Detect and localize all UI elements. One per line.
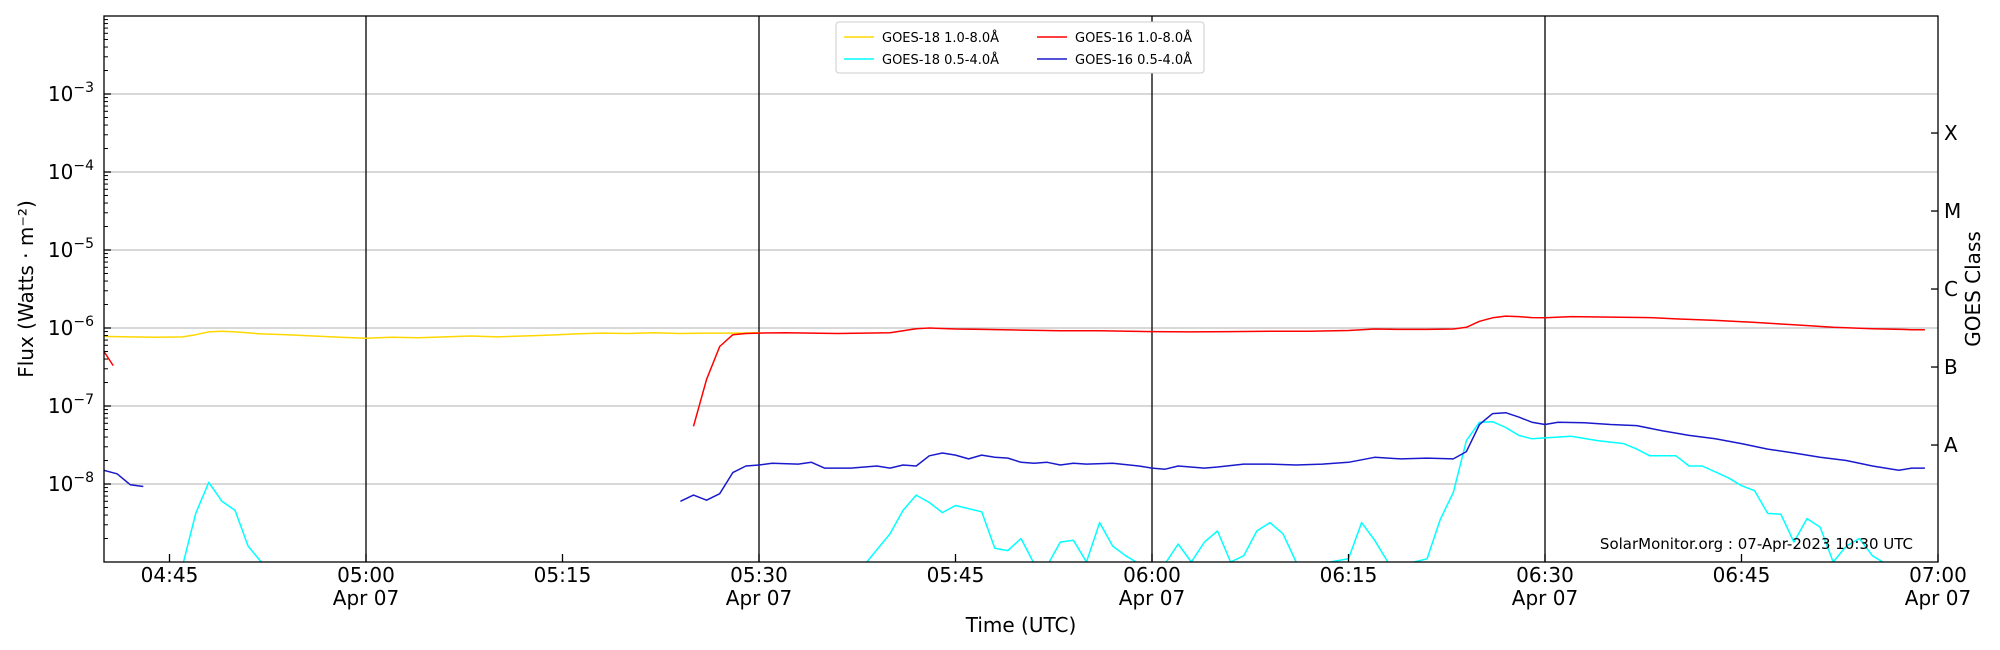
y-axis-title: Flux (Watts · m⁻²): [14, 200, 38, 378]
goes-class-label: X: [1944, 121, 1958, 145]
y-tick-base: 10: [48, 238, 73, 262]
x-tick-label: 06:15: [1320, 563, 1378, 587]
y-tick-base: 10: [48, 82, 73, 106]
y-tick-label: 10−5: [48, 236, 94, 262]
x-tick-label: 06:00: [1123, 563, 1181, 587]
x-tick-date-label: Apr 07: [333, 586, 399, 610]
x-tick-date-label: Apr 07: [1512, 586, 1578, 610]
x-tick-date-label: Apr 07: [1905, 586, 1971, 610]
y-tick-base: 10: [48, 316, 73, 340]
y-tick-exp: −7: [73, 392, 94, 408]
legend-label: GOES-18 1.0-8.0Å: [882, 30, 999, 46]
legend-label: GOES-16 0.5-4.0Å: [1075, 52, 1192, 68]
y-tick-base: 10: [48, 394, 73, 418]
series-line: [104, 469, 144, 488]
x-tick-label: 06:30: [1516, 563, 1574, 587]
y2-axis-title: GOES Class: [1961, 231, 1985, 347]
goes-class-label: M: [1944, 199, 1961, 223]
x-axis-title: Time (UTC): [965, 613, 1077, 637]
series-line: [680, 411, 1925, 502]
grid-layer: [104, 16, 1938, 562]
x-tick-date-label: Apr 07: [1119, 586, 1185, 610]
y-tick-label: 10−8: [48, 470, 94, 496]
y-tick-exp: −4: [73, 158, 94, 174]
y-tick-base: 10: [48, 160, 73, 184]
x-tick-label: 05:30: [730, 563, 788, 587]
legend: GOES-18 1.0-8.0Å GOES-18 0.5-4.0Å GOES-16 …: [835, 21, 1205, 74]
goes-class-label: C: [1944, 277, 1958, 301]
y-tick-exp: −6: [73, 314, 94, 330]
series-line: [692, 315, 1925, 427]
series-layer: [104, 315, 1925, 562]
y-tick-exp: −5: [73, 236, 94, 252]
y-tick-label: 10−4: [48, 158, 94, 184]
y-tick-exp: −8: [73, 470, 94, 486]
x-tick-date-label: Apr 07: [726, 586, 792, 610]
y-tick-exp: −3: [73, 80, 94, 96]
series-line: [182, 420, 1885, 562]
x-tick-label: 05:45: [927, 563, 985, 587]
credit-text: SolarMonitor.org : 07-Apr-2023 10:30 UTC: [1600, 535, 1913, 553]
x-tick-label: 06:45: [1713, 563, 1771, 587]
goes-class-label: B: [1944, 355, 1958, 379]
legend-label: GOES-18 0.5-4.0Å: [882, 52, 999, 68]
y-tick-label: 10−3: [48, 80, 94, 106]
legend-box: [835, 21, 1205, 74]
y-tick-label: 10−6: [48, 314, 94, 340]
legend-label: GOES-16 1.0-8.0Å: [1075, 30, 1192, 46]
series-line: [104, 330, 760, 339]
goes-class-label: A: [1944, 433, 1958, 457]
y-tick-base: 10: [48, 472, 73, 496]
x-tick-label: 05:00: [337, 563, 395, 587]
x-tick-label: 05:15: [534, 563, 592, 587]
x-tick-label: 07:00: [1909, 563, 1967, 587]
x-tick-label: 04:45: [141, 563, 199, 587]
y-tick-label: 10−7: [48, 392, 94, 418]
series-line: [104, 351, 114, 367]
